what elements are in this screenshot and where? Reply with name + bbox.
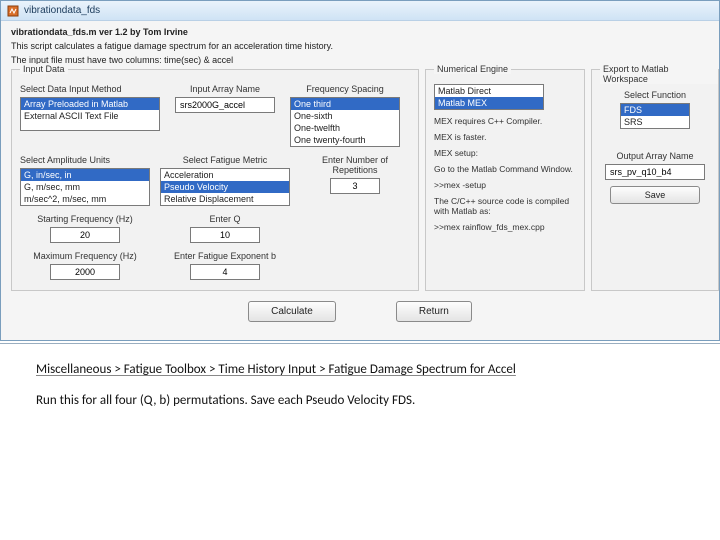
input-max-freq[interactable]	[50, 264, 120, 280]
panel-input-title: Input Data	[20, 64, 68, 74]
listbox-fatigue-metric[interactable]: Acceleration Pseudo Velocity Relative Di…	[160, 168, 290, 206]
label-exp: Enter Fatigue Exponent b	[160, 251, 290, 261]
slide-caption: Miscellaneous > Fatigue Toolbox > Time H…	[0, 344, 720, 408]
calculate-button[interactable]: Calculate	[248, 301, 336, 322]
listbox-amp-units[interactable]: G, in/sec, in G, m/sec, mm m/sec^2, m/se…	[20, 168, 150, 206]
opt-matlab-direct[interactable]: Matlab Direct	[435, 85, 543, 97]
opt-pseudo-velocity[interactable]: Pseudo Velocity	[161, 181, 289, 193]
opt-accel[interactable]: Acceleration	[161, 169, 289, 181]
listbox-freq-spacing[interactable]: One third One-sixth One-twelfth One twen…	[290, 97, 400, 147]
button-row: Calculate Return	[11, 301, 709, 330]
opt-amp-g-m[interactable]: G, m/sec, mm	[21, 181, 149, 193]
panel-input-data: Input Data Select Data Input Method Arra…	[11, 69, 419, 291]
opt-amp-msec2[interactable]: m/sec^2, m/sec, mm	[21, 193, 149, 205]
opt-srs[interactable]: SRS	[621, 116, 689, 128]
app-icon	[7, 5, 19, 17]
label-reps: Enter Number of Repetitions	[300, 155, 410, 175]
opt-amp-g-in[interactable]: G, in/sec, in	[21, 169, 149, 181]
note-goto-cmd: Go to the Matlab Command Window.	[434, 164, 576, 174]
note-mex-compiler: MEX requires C++ Compiler.	[434, 116, 576, 126]
label-fatigue-metric: Select Fatigue Metric	[160, 155, 290, 165]
label-array-name: Input Array Name	[170, 84, 280, 94]
listbox-engine[interactable]: Matlab Direct Matlab MEX	[434, 84, 544, 110]
label-q: Enter Q	[160, 214, 290, 224]
app-window: vibrationdata_fds vibrationdata_fds.m ve…	[0, 0, 720, 341]
opt-external-file[interactable]: External ASCII Text File	[21, 110, 159, 122]
titlebar: vibrationdata_fds	[1, 1, 719, 21]
label-freq-spacing: Frequency Spacing	[290, 84, 400, 94]
opt-fds[interactable]: FDS	[621, 104, 689, 116]
input-start-freq[interactable]	[50, 227, 120, 243]
panel-numerical-title: Numerical Engine	[434, 64, 511, 74]
opt-one-twelfth[interactable]: One-twelfth	[291, 122, 399, 134]
label-start-freq: Starting Frequency (Hz)	[20, 214, 150, 224]
caption-instruction: Run this for all four (Q, b) permutation…	[36, 393, 684, 408]
caption-path: Miscellaneous > Fatigue Toolbox > Time H…	[36, 362, 516, 377]
script-title: vibrationdata_fds.m ver 1.2 by Tom Irvin…	[11, 27, 709, 37]
listbox-function[interactable]: FDS SRS	[620, 103, 690, 129]
script-desc: This script calculates a fatigue damage …	[11, 41, 709, 51]
window-title: vibrationdata_fds	[24, 5, 100, 16]
opt-one-third[interactable]: One third	[291, 98, 399, 110]
opt-preloaded[interactable]: Array Preloaded in Matlab	[21, 98, 159, 110]
input-reps[interactable]	[330, 178, 380, 194]
note-mex-setup-cmd: >>mex -setup	[434, 180, 576, 190]
input-output-array[interactable]	[605, 164, 705, 180]
panel-export: Export to Matlab Workspace Select Functi…	[591, 69, 719, 291]
label-amp-units: Select Amplitude Units	[20, 155, 150, 165]
note-compile-desc: The C/C++ source code is compiled with M…	[434, 196, 576, 216]
save-button[interactable]: Save	[610, 186, 700, 204]
note-mex-compile-cmd: >>mex rainflow_fds_mex.cpp	[434, 222, 576, 232]
note-mex-faster: MEX is faster.	[434, 132, 576, 142]
window-content: vibrationdata_fds.m ver 1.2 by Tom Irvin…	[1, 21, 719, 340]
panel-export-title: Export to Matlab Workspace	[600, 64, 718, 84]
label-input-method: Select Data Input Method	[20, 84, 160, 94]
opt-rel-disp[interactable]: Relative Displacement	[161, 193, 289, 205]
label-select-function: Select Function	[600, 90, 710, 100]
input-array-name[interactable]	[175, 97, 275, 113]
input-q[interactable]	[190, 227, 260, 243]
opt-matlab-mex[interactable]: Matlab MEX	[435, 97, 543, 109]
opt-one-sixth[interactable]: One-sixth	[291, 110, 399, 122]
note-mex-setup: MEX setup:	[434, 148, 576, 158]
input-exp[interactable]	[190, 264, 260, 280]
label-max-freq: Maximum Frequency (Hz)	[20, 251, 150, 261]
panel-numerical-engine: Numerical Engine Matlab Direct Matlab ME…	[425, 69, 585, 291]
listbox-input-method[interactable]: Array Preloaded in Matlab External ASCII…	[20, 97, 160, 131]
label-output-array: Output Array Name	[600, 151, 710, 161]
return-button[interactable]: Return	[396, 301, 472, 322]
opt-one-twentyfourth[interactable]: One twenty-fourth	[291, 134, 399, 146]
